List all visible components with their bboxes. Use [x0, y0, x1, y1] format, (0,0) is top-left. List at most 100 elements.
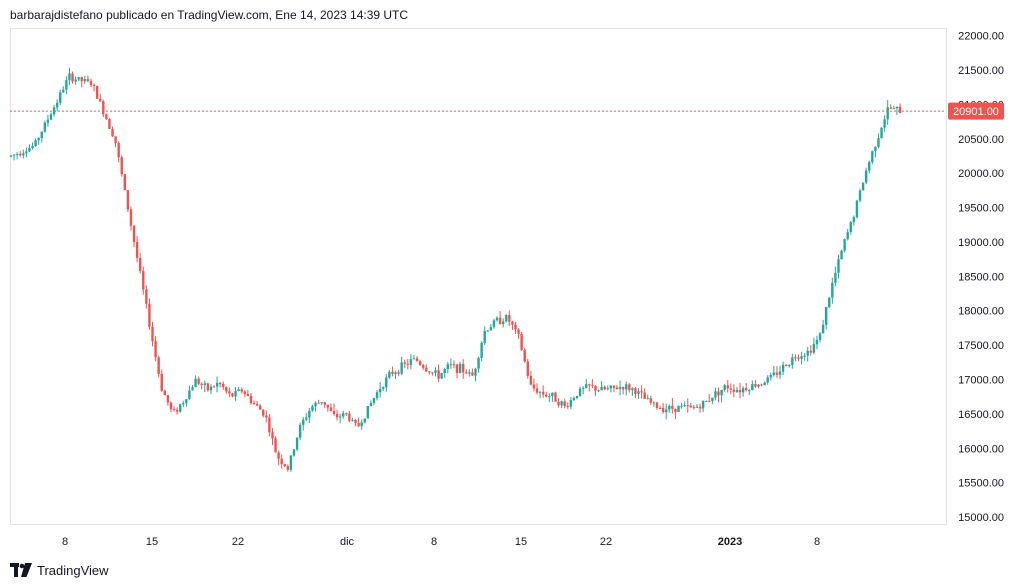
candle-body	[695, 406, 699, 408]
candle-body	[74, 79, 77, 82]
candle-body	[15, 153, 19, 155]
tradingview-logo-icon	[10, 563, 32, 577]
candle-body	[864, 170, 868, 183]
candle-body	[317, 402, 320, 404]
candle-body	[498, 317, 502, 325]
candle-body	[157, 357, 160, 374]
candle-body	[631, 388, 634, 391]
y-tick-label: 19500.00	[958, 203, 1004, 215]
candle-body	[274, 438, 277, 453]
candle-body	[548, 396, 551, 398]
candle-body	[738, 390, 742, 393]
candle-body	[769, 375, 773, 378]
current-price-tag-bg	[948, 102, 1004, 120]
candle-body	[225, 387, 228, 392]
candle-body	[591, 385, 594, 387]
candle-body	[89, 81, 93, 85]
candle-body	[831, 282, 834, 298]
candle-body	[252, 403, 256, 405]
candle-body	[108, 119, 111, 129]
candle-body	[526, 361, 529, 376]
candle-body	[449, 364, 453, 366]
candle-body	[744, 388, 748, 391]
candle-body	[388, 371, 391, 378]
candle-body	[378, 388, 382, 393]
candle-body	[680, 405, 683, 407]
tradingview-footer[interactable]: TradingView	[10, 561, 109, 579]
time-axis: 8 15 22 dic 8 15 22 2023 8	[62, 536, 820, 548]
candle-body	[277, 452, 280, 459]
candle-body	[895, 106, 899, 109]
candle-body	[652, 402, 656, 404]
candle-body	[280, 458, 283, 465]
candle-body	[529, 375, 533, 385]
candle-body	[615, 387, 619, 390]
candle-body	[228, 391, 231, 394]
candle-body	[621, 387, 625, 390]
candle-body	[655, 402, 659, 408]
candle-body	[658, 407, 662, 409]
candle-body	[338, 416, 342, 418]
candle-body	[314, 402, 317, 407]
candle-body	[289, 455, 293, 470]
candle-body	[661, 408, 665, 413]
candle-body	[68, 73, 71, 81]
candle-body	[329, 407, 333, 412]
candle-body	[523, 349, 526, 362]
candle-body	[517, 329, 520, 334]
candle-body	[335, 413, 339, 418]
candle-body	[468, 372, 471, 374]
candle-body	[563, 401, 566, 406]
candle-body	[271, 432, 274, 439]
candle-body	[191, 387, 194, 391]
x-tick-label: 15	[515, 536, 527, 548]
x-tick-label: 22	[600, 536, 612, 548]
x-tick-label: 8	[814, 536, 820, 548]
candle-body	[594, 385, 597, 391]
candle-body	[400, 362, 403, 374]
candle-body	[578, 388, 582, 396]
candle-body	[209, 386, 213, 391]
candle-body	[794, 357, 797, 359]
candle-body	[200, 383, 203, 385]
candle-body	[102, 101, 105, 115]
chart-frame	[10, 28, 947, 525]
candle-body	[366, 406, 370, 419]
candle-body	[286, 466, 290, 470]
candle-body	[203, 383, 206, 385]
candle-body	[412, 358, 416, 360]
x-tick-label: 8	[62, 536, 68, 548]
candle-body	[428, 371, 431, 373]
candle-body	[572, 398, 576, 401]
candle-body	[557, 401, 560, 406]
candle-body	[560, 401, 563, 406]
candle-body	[169, 402, 173, 410]
candle-body	[391, 371, 394, 375]
candle-body	[486, 330, 489, 332]
candle-body	[480, 342, 483, 358]
candle-body	[455, 364, 459, 373]
x-tick-label: 8	[431, 536, 437, 548]
y-tick-label: 16500.00	[958, 409, 1004, 421]
candle-body	[824, 306, 828, 325]
candle-body	[692, 407, 696, 409]
candle-body	[708, 400, 711, 402]
candle-body	[643, 392, 646, 399]
candle-body	[194, 378, 197, 388]
candle-body	[422, 364, 425, 368]
price-chart[interactable]: 22000.0021500.0021000.0020500.0020000.00…	[0, 0, 1024, 560]
candle-body	[351, 419, 354, 421]
candle-body	[883, 119, 886, 128]
candle-body	[458, 363, 462, 373]
candle-body	[126, 190, 130, 210]
candle-body	[520, 333, 523, 350]
y-tick-label: 16000.00	[958, 443, 1004, 455]
candle-body	[689, 405, 693, 408]
candle-body	[637, 391, 640, 394]
candle-body	[748, 390, 751, 392]
candle-body	[431, 372, 434, 374]
candle-body	[886, 107, 889, 120]
candle-body	[852, 217, 856, 223]
candle-body	[871, 151, 874, 163]
candle-body	[246, 393, 250, 396]
